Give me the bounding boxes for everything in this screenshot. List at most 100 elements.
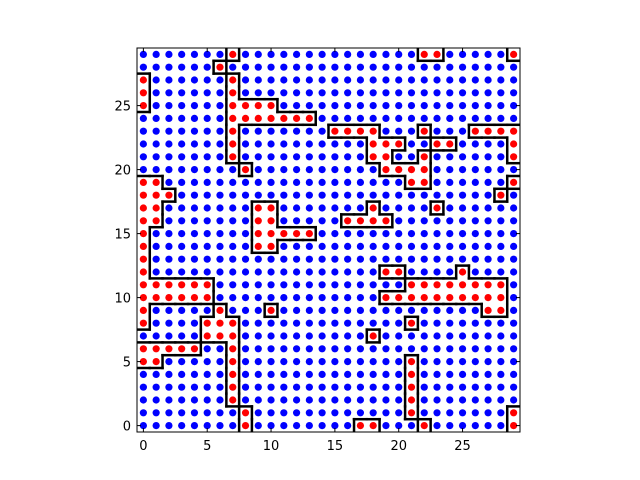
data-point bbox=[395, 153, 403, 161]
data-point bbox=[369, 396, 377, 404]
data-point bbox=[407, 191, 416, 199]
data-point bbox=[190, 89, 199, 97]
y-axis: 0 5 10 15 20 25 bbox=[114, 100, 520, 435]
data-point bbox=[382, 114, 390, 122]
data-point bbox=[356, 204, 365, 212]
data-point bbox=[318, 345, 326, 353]
data-point bbox=[407, 294, 416, 302]
data-point bbox=[229, 63, 237, 71]
data-point bbox=[382, 153, 390, 161]
data-point bbox=[190, 358, 199, 366]
data-point bbox=[382, 242, 390, 250]
data-point bbox=[344, 102, 352, 110]
data-point bbox=[369, 332, 377, 340]
data-point bbox=[305, 294, 313, 302]
data-point bbox=[331, 63, 339, 71]
data-point bbox=[395, 166, 403, 174]
data-point bbox=[344, 358, 352, 366]
data-point bbox=[497, 178, 505, 186]
data-point bbox=[369, 345, 377, 353]
data-point bbox=[229, 242, 237, 250]
data-point bbox=[446, 268, 454, 276]
data-point bbox=[254, 140, 262, 148]
data-point bbox=[305, 204, 313, 212]
data-point bbox=[305, 281, 313, 289]
data-point bbox=[139, 242, 147, 250]
data-point bbox=[395, 242, 403, 250]
data-point bbox=[241, 230, 250, 238]
data-point bbox=[165, 332, 173, 340]
data-point bbox=[152, 332, 160, 340]
data-point bbox=[305, 166, 313, 174]
data-point bbox=[178, 281, 186, 289]
data-point bbox=[165, 306, 173, 314]
data-point bbox=[254, 63, 262, 71]
data-point bbox=[241, 268, 250, 276]
data-point bbox=[484, 306, 492, 314]
data-point bbox=[203, 345, 211, 353]
data-point bbox=[280, 114, 288, 122]
data-point bbox=[458, 127, 467, 135]
data-point bbox=[497, 294, 505, 302]
data-point bbox=[241, 370, 250, 378]
data-point bbox=[458, 230, 467, 238]
data-point bbox=[305, 140, 313, 148]
data-point bbox=[178, 63, 186, 71]
data-point bbox=[139, 153, 147, 161]
data-point bbox=[229, 422, 237, 430]
data-point bbox=[318, 294, 326, 302]
data-point bbox=[203, 76, 211, 84]
data-point bbox=[229, 217, 237, 225]
data-point bbox=[420, 230, 428, 238]
data-point bbox=[203, 319, 211, 327]
data-point bbox=[267, 409, 275, 417]
data-point bbox=[152, 358, 160, 366]
data-point bbox=[229, 255, 237, 263]
data-point bbox=[292, 76, 301, 84]
data-point bbox=[395, 281, 403, 289]
data-point bbox=[510, 268, 518, 276]
data-point bbox=[395, 89, 403, 97]
data-point bbox=[152, 345, 160, 353]
data-point bbox=[369, 140, 377, 148]
y-tick-label: 25 bbox=[114, 100, 131, 115]
data-point bbox=[446, 383, 454, 391]
data-point bbox=[369, 102, 377, 110]
data-point bbox=[139, 114, 147, 122]
data-point bbox=[139, 140, 147, 148]
data-point bbox=[254, 396, 262, 404]
data-point bbox=[241, 332, 250, 340]
data-point bbox=[229, 166, 237, 174]
data-point bbox=[139, 178, 147, 186]
data-point bbox=[471, 383, 479, 391]
data-point bbox=[178, 153, 186, 161]
data-point bbox=[203, 294, 211, 302]
data-point bbox=[497, 358, 505, 366]
data-point bbox=[165, 191, 173, 199]
data-point bbox=[139, 204, 147, 212]
data-point bbox=[510, 178, 518, 186]
data-point bbox=[203, 50, 211, 59]
data-point bbox=[420, 345, 428, 353]
data-point bbox=[331, 306, 339, 314]
data-point bbox=[382, 396, 390, 404]
data-point bbox=[395, 63, 403, 71]
data-point bbox=[280, 178, 288, 186]
data-point bbox=[292, 383, 301, 391]
data-point bbox=[216, 102, 224, 110]
data-point bbox=[292, 281, 301, 289]
data-point bbox=[318, 89, 326, 97]
data-point bbox=[152, 140, 160, 148]
data-point bbox=[510, 153, 518, 161]
data-point bbox=[190, 294, 199, 302]
data-point bbox=[331, 409, 339, 417]
data-point bbox=[458, 306, 467, 314]
data-point bbox=[305, 127, 313, 135]
data-point bbox=[344, 178, 352, 186]
data-point bbox=[152, 178, 160, 186]
data-point bbox=[165, 281, 173, 289]
data-point bbox=[241, 383, 250, 391]
data-point bbox=[280, 242, 288, 250]
data-point bbox=[497, 422, 505, 430]
